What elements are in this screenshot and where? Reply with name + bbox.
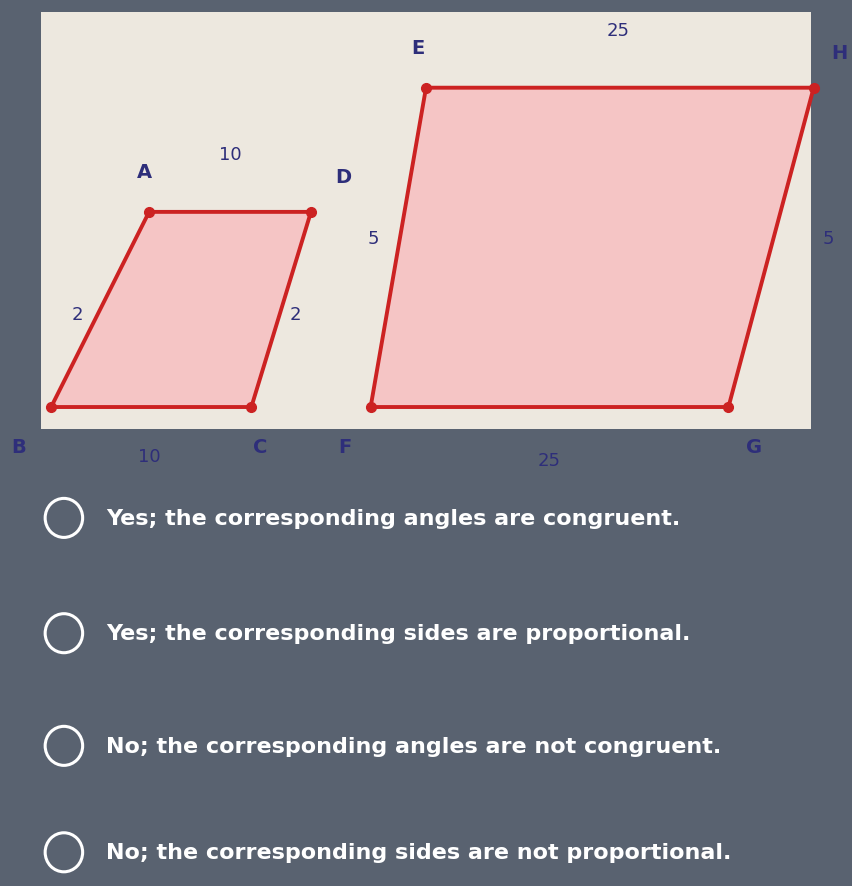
Text: 5: 5	[822, 230, 833, 248]
Text: G: G	[746, 438, 762, 457]
Polygon shape	[371, 89, 814, 408]
Text: C: C	[253, 438, 267, 457]
Text: E: E	[411, 39, 424, 58]
Polygon shape	[51, 213, 311, 408]
Text: 5: 5	[368, 230, 379, 248]
Text: 2: 2	[72, 306, 83, 323]
Text: 10: 10	[219, 146, 241, 164]
Text: 25: 25	[538, 452, 561, 470]
Text: A: A	[137, 163, 153, 183]
Text: Yes; the corresponding sides are proportional.: Yes; the corresponding sides are proport…	[106, 624, 691, 643]
Text: H: H	[831, 43, 848, 63]
Text: 2: 2	[290, 306, 301, 323]
Text: No; the corresponding sides are not proportional.: No; the corresponding sides are not prop…	[106, 843, 732, 862]
Text: No; the corresponding angles are not congruent.: No; the corresponding angles are not con…	[106, 736, 722, 756]
Text: D: D	[336, 167, 351, 187]
Text: 10: 10	[138, 447, 160, 465]
Bar	[41, 13, 811, 430]
Text: B: B	[11, 438, 26, 457]
Text: Yes; the corresponding angles are congruent.: Yes; the corresponding angles are congru…	[106, 509, 681, 528]
Text: F: F	[338, 438, 352, 457]
Text: 25: 25	[607, 22, 629, 40]
